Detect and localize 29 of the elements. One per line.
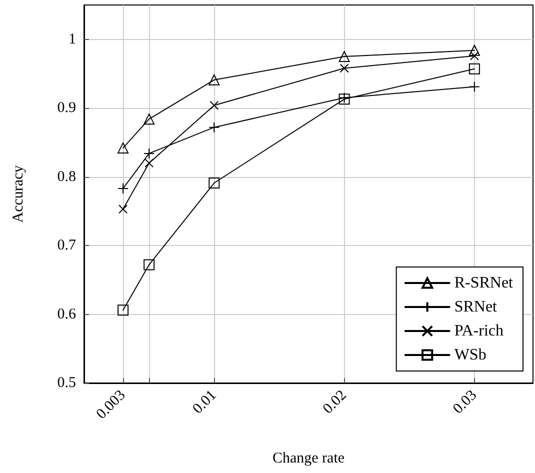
- y-tick-label: 0.9: [57, 100, 76, 116]
- point: [468, 44, 480, 56]
- point: [118, 304, 129, 316]
- legend-label: PA-rich: [454, 322, 504, 340]
- x-tick-label: 0.02: [320, 387, 350, 418]
- point: [470, 51, 479, 60]
- point: [144, 259, 155, 270]
- x-tick-label: 0.03: [450, 387, 480, 418]
- y-tick-label: 1: [68, 31, 76, 48]
- point: [118, 204, 128, 214]
- point: [340, 64, 349, 73]
- x-tick-label: 0.01: [190, 387, 220, 418]
- point: [144, 114, 155, 125]
- y-tick-label: 0.6: [57, 306, 76, 322]
- point: [468, 63, 480, 74]
- y-tick-label: 0.7: [57, 238, 76, 254]
- legend-label: R-SRNet: [454, 274, 514, 292]
- point: [210, 100, 219, 110]
- y-axis-title: Accuracy: [10, 164, 26, 223]
- point: [144, 158, 154, 168]
- x-axis-title: Change rate: [272, 450, 345, 466]
- y-tick-label: 0.8: [57, 168, 76, 185]
- legend-label: SRNet: [454, 298, 498, 316]
- y-tick-label: 0.5: [57, 375, 76, 391]
- legend-label: WSb: [454, 346, 486, 364]
- point: [338, 51, 350, 62]
- point: [208, 74, 220, 86]
- point: [118, 142, 129, 154]
- point: [208, 178, 220, 189]
